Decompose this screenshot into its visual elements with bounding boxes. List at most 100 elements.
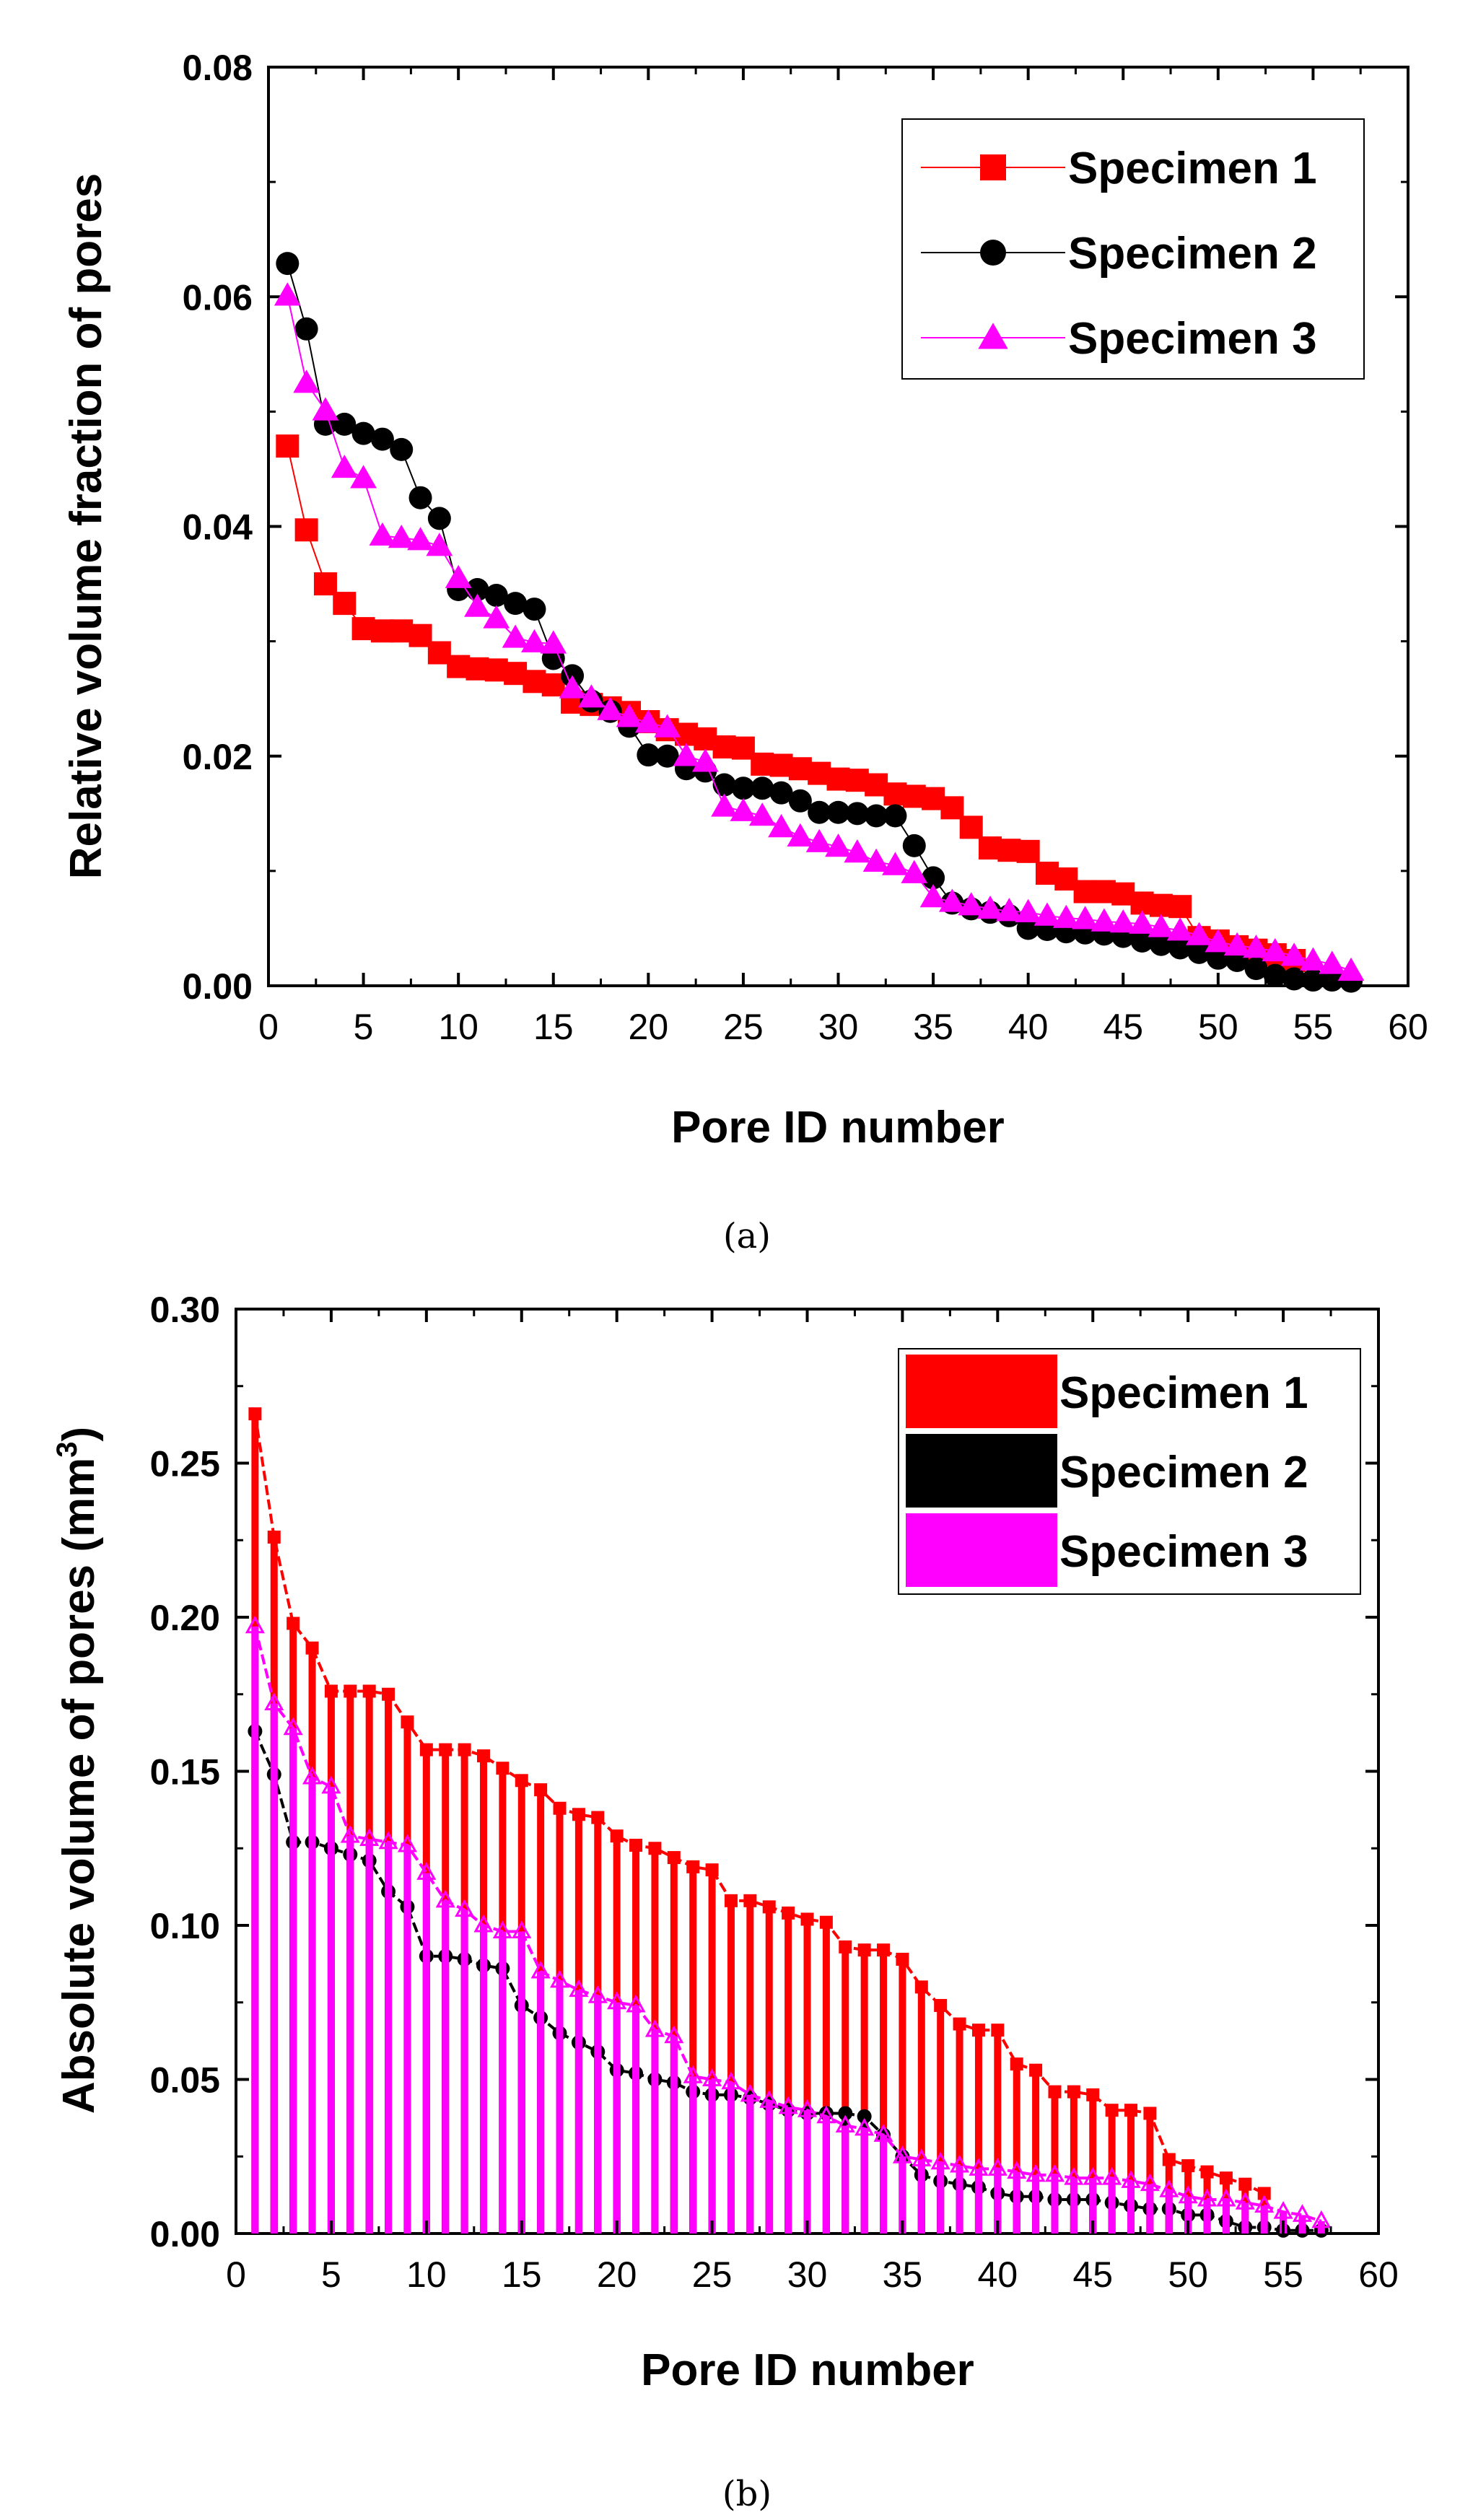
panel-b-series-3-bar <box>1241 2202 1249 2234</box>
panel-b-series-2-point <box>857 2109 872 2124</box>
panel-b-series-3-point <box>283 1717 303 1736</box>
panel-b-series-1-point <box>1257 2187 1271 2200</box>
panel-a-series-2-point <box>883 804 907 828</box>
panel-a-caption: (a) <box>723 1216 771 1256</box>
panel-b-series-3-point <box>702 2068 722 2086</box>
panel-a-x-tick-label: 60 <box>1388 1007 1428 1047</box>
panel-a-series-2-point <box>922 866 945 890</box>
panel-b-legend-label: Specimen 1 <box>1059 1368 1308 1418</box>
panel-b-series-1-point <box>362 1684 376 1698</box>
panel-a-x-tick-label: 50 <box>1198 1007 1238 1047</box>
panel-a-series-3-point <box>426 533 453 556</box>
panel-b-series-3-bar <box>479 1925 487 2234</box>
panel-b-series-3-bar <box>784 2106 792 2234</box>
panel-a-x-tick-label: 35 <box>913 1007 953 1047</box>
panel-a-series-3-point <box>939 888 966 912</box>
panel-b-series-3-point <box>1254 2195 1275 2213</box>
panel-b-series-3-point <box>740 2083 760 2102</box>
panel-a-series-2-point <box>655 744 679 768</box>
panel-a-series-3-point <box>1090 908 1118 932</box>
panel-b-series-1-point <box>1162 2153 1176 2166</box>
panel-b-series-3-bar <box>822 2116 830 2234</box>
panel-b-series-1-bar <box>917 1987 925 2234</box>
panel-b-ticks: 0 5 10 15 20 25 30 35 40 45 50 55 60 0.00 0.05 0.10 0.15… <box>150 1290 1399 2295</box>
panel-a-chart: 0 5 10 15 20 25 30 35 40 45 50 55 60 0.00 0.02 0.04 0.06… <box>61 48 1428 1256</box>
panel-b-series-3-point <box>987 2158 1008 2176</box>
panel-b-x-tick-label: 5 <box>321 2254 341 2295</box>
panel-b-series-1-bar <box>842 1946 849 2234</box>
panel-a-series-3-line <box>287 295 1352 972</box>
panel-b-series-1-point <box>857 1943 871 1957</box>
panel-a-y-tick-label: 0.06 <box>183 277 253 318</box>
panel-b-series-3-bar <box>1070 2178 1078 2234</box>
panel-b-series-3-point <box>759 2090 779 2108</box>
panel-b-series-3-point <box>1102 2167 1122 2185</box>
panel-a-series-3-point <box>862 848 890 872</box>
panel-b-series-1-bar <box>822 1922 830 2234</box>
panel-b-series-3-point <box>378 1831 398 1850</box>
panel-a-series-3-point <box>768 814 795 838</box>
panel-b-series-1-point <box>1029 2063 1043 2077</box>
panel-b-legend-swatch <box>906 1434 1057 1508</box>
panel-b-series-1-point <box>534 1783 548 1797</box>
panel-b-series-1-point <box>1086 2088 1100 2101</box>
panel-a-series-3-point <box>1186 922 1212 945</box>
panel-b-series-3-bar <box>1089 2178 1097 2234</box>
panel-a-series-2-point <box>504 592 528 616</box>
panel-b-x-tick-label: 55 <box>1263 2254 1303 2295</box>
panel-b-legend-swatch <box>906 1513 1057 1587</box>
panel-b-series-3-bar <box>422 1873 430 2234</box>
panel-b-series-1-point <box>610 1829 624 1843</box>
panel-a-series-1-point <box>1168 895 1192 919</box>
panel-a-series-2-point <box>523 598 546 621</box>
panel-a-series-3-point <box>1109 909 1137 933</box>
panel-a-series-3-point <box>577 684 605 708</box>
panel-b-series-3-point <box>930 2151 950 2170</box>
panel-b-series-3-bar <box>460 1909 468 2234</box>
panel-a-series-3-point <box>748 802 776 826</box>
panel-a-series-2-point <box>902 834 926 857</box>
panel-a-series-2-point <box>1016 916 1040 940</box>
panel-a-series-2-point <box>751 776 774 800</box>
panel-a-series-3-point <box>958 892 985 916</box>
panel-b-series-1-bar <box>899 1959 906 2234</box>
panel-b-x-tick-label: 20 <box>597 2254 637 2295</box>
panel-a-series-2-point <box>427 507 451 530</box>
panel-b-series-1-point <box>1200 2165 1214 2179</box>
panel-b-series-3-bar <box>517 1931 525 2234</box>
panel-b-series-3-point <box>721 2071 741 2090</box>
panel-a-legend-label: Specimen 1 <box>1068 144 1317 193</box>
panel-a-y-tick-label: 0.08 <box>183 48 253 88</box>
panel-a-series-2-point <box>1263 963 1287 987</box>
panel-b-series-1-point <box>914 1980 928 1994</box>
panel-b-legend-label: Specimen 3 <box>1059 1527 1308 1577</box>
panel-a-series-3-point <box>1300 947 1326 971</box>
panel-a-series-3-point <box>293 369 320 393</box>
panel-b-x-tick-label: 50 <box>1168 2254 1208 2295</box>
panel-a-series-2-point <box>1301 968 1325 992</box>
panel-b-series-1-point <box>572 1808 585 1821</box>
panel-b-series-3-bar <box>1184 2196 1192 2234</box>
panel-b-series-3-bar <box>803 2110 811 2234</box>
panel-a-x-tick-label: 5 <box>354 1007 374 1047</box>
panel-a-series <box>274 252 1365 993</box>
panel-a-x-tick-label: 0 <box>258 1007 279 1047</box>
panel-a-y-tick-label: 0.00 <box>183 966 253 1007</box>
panel-b-series-3-point <box>835 2114 855 2133</box>
panel-b-series-1-point <box>648 1842 662 1855</box>
panel-a-series-2-point <box>276 252 300 276</box>
panel-b-series-3-bar <box>727 2082 735 2234</box>
panel-b-series-3-point <box>1007 2161 1027 2179</box>
panel-a-series-3-point <box>919 884 947 908</box>
panel-b-series-3-point <box>245 1615 265 1634</box>
panel-a-series-3-point <box>521 629 548 653</box>
panel-b-x-tick-label: 60 <box>1358 2254 1399 2295</box>
panel-a-legend-marker <box>978 323 1008 349</box>
panel-a-y-tick-label: 0.02 <box>183 737 253 777</box>
panel-b-series-1-bar <box>746 1900 754 2234</box>
panel-a-series-1-point <box>294 518 318 542</box>
panel-b-series-3-point <box>569 1979 589 1998</box>
panel-b-series-1-point <box>287 1616 300 1630</box>
panel-b-series-3-point <box>1197 2188 1218 2207</box>
panel-a-series-2-point <box>1244 957 1268 981</box>
